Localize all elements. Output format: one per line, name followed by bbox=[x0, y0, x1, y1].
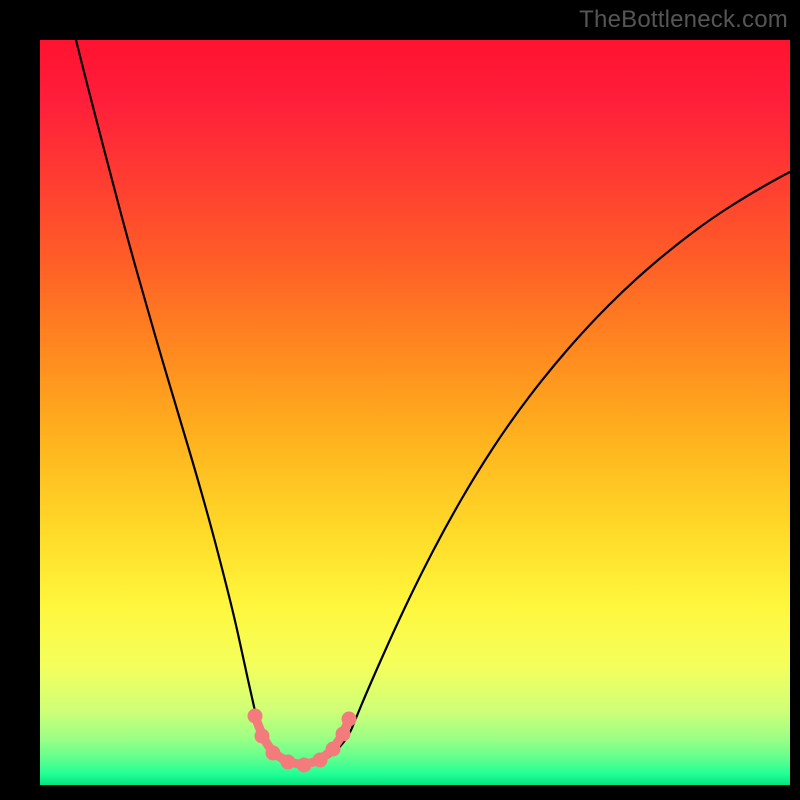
watermark-text: TheBottleneck.com bbox=[579, 6, 788, 34]
valley-marker bbox=[342, 712, 357, 727]
valley-marker bbox=[336, 727, 351, 742]
valley-marker bbox=[326, 742, 341, 757]
valley-marker bbox=[255, 729, 270, 744]
curve-layer bbox=[40, 40, 790, 785]
valley-marker bbox=[266, 746, 281, 761]
valley-marker bbox=[281, 755, 296, 770]
bottleneck-curve bbox=[76, 40, 790, 766]
valley-marker bbox=[313, 753, 328, 768]
valley-marker bbox=[248, 709, 263, 724]
plot-area bbox=[40, 40, 790, 785]
chart-stage: TheBottleneck.com bbox=[0, 0, 800, 800]
valley-marker bbox=[297, 758, 312, 773]
